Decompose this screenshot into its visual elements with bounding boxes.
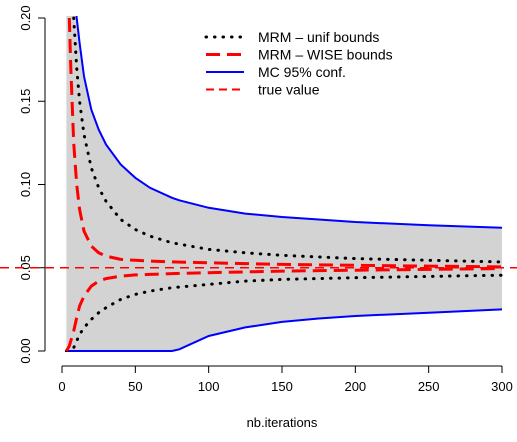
legend-label: MRM – WISE bounds: [258, 47, 393, 63]
y-tick-label: 0.15: [18, 89, 33, 114]
x-tick-label: 300: [491, 379, 513, 394]
x-tick-label: 100: [198, 379, 220, 394]
y-tick-label: 0.00: [18, 338, 33, 363]
x-axis-title: nb.iterations: [247, 415, 318, 430]
x-tick-label: 250: [418, 379, 440, 394]
legend-label: MC 95% conf.: [258, 64, 346, 80]
y-tick-label: 0.10: [18, 172, 33, 197]
y-tick-label: 0.20: [18, 5, 33, 30]
x-tick-label: 200: [344, 379, 366, 394]
legend-label: true value: [258, 82, 320, 98]
x-tick-label: 50: [128, 379, 142, 394]
legend-label: MRM – unif bounds: [258, 29, 379, 45]
x-tick-label: 0: [58, 379, 65, 394]
x-tick-label: 150: [271, 379, 293, 394]
